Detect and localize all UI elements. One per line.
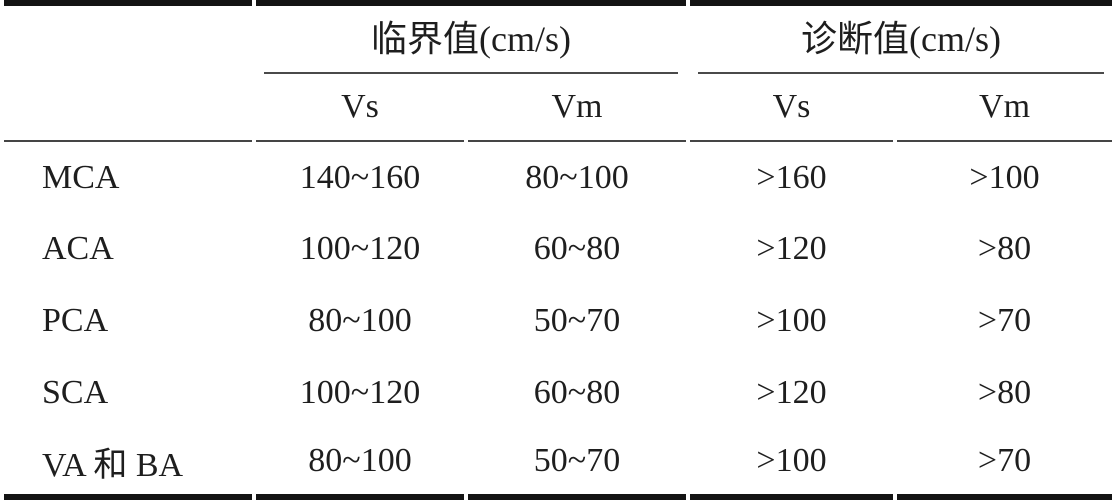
artery-name: PCA xyxy=(42,301,109,339)
artery-name: MCA xyxy=(42,158,120,196)
col-group-diagnostic-label: 诊断值(cm/s) xyxy=(698,6,1105,74)
header-sub-row: Vs Vm Vs Vm xyxy=(4,74,1113,142)
critical-vs-value: 140~160 xyxy=(299,158,421,196)
diagnostic-vm-value: >70 xyxy=(977,301,1032,339)
table-row: SCA 100~120 60~80 >120 >80 xyxy=(4,357,1112,429)
critical-vm-value: 60~80 xyxy=(533,230,621,268)
critical-vs-value: 80~100 xyxy=(308,301,412,339)
diagnostic-vs-value: >120 xyxy=(756,373,827,411)
diagnostic-vm-value: >80 xyxy=(977,230,1032,268)
critical-vm-value: 80~100 xyxy=(525,158,629,196)
artery-name: SCA xyxy=(42,373,109,411)
diagnostic-vm-value: >80 xyxy=(977,373,1032,411)
col-group-diagnostic: 诊断值(cm/s) xyxy=(690,0,1113,74)
artery-name: ACA xyxy=(42,230,114,268)
col-header-vm-critical: Vm xyxy=(468,74,687,142)
artery-name: VA 和 BA xyxy=(4,428,252,500)
table-row: ACA 100~120 60~80 >120 >80 xyxy=(4,214,1112,286)
table-row: MCA 140~160 80~100 >160 >100 xyxy=(4,142,1112,214)
critical-vm-value: 50~70 xyxy=(468,428,687,500)
diagnostic-vs-value: >160 xyxy=(756,158,827,196)
header-group-row: 临界值(cm/s) 诊断值(cm/s) xyxy=(4,0,1113,74)
corner-cell xyxy=(4,0,252,74)
critical-vs-value: 100~120 xyxy=(299,230,421,268)
critical-vs-value: 80~100 xyxy=(256,428,464,500)
diagnostic-vs-value: >120 xyxy=(756,230,827,268)
col-group-critical-label: 临界值(cm/s) xyxy=(264,6,679,74)
table-row: PCA 80~100 50~70 >100 >70 xyxy=(4,285,1112,357)
critical-vm-value: 50~70 xyxy=(533,301,621,339)
col-header-vs-critical: Vs xyxy=(256,74,464,142)
corner-cell-2 xyxy=(4,74,252,142)
diagnostic-vm-value: >70 xyxy=(897,428,1113,500)
critical-vs-value: 100~120 xyxy=(299,373,421,411)
col-header-vm-diagnostic: Vm xyxy=(897,74,1113,142)
diagnostic-vs-value: >100 xyxy=(690,428,894,500)
diagnostic-vs-value: >100 xyxy=(756,301,827,339)
table-row: VA 和 BA 80~100 50~70 >100 >70 xyxy=(4,428,1113,500)
col-header-vs-diagnostic: Vs xyxy=(690,74,894,142)
col-group-critical: 临界值(cm/s) xyxy=(256,0,687,74)
critical-vm-value: 60~80 xyxy=(533,373,621,411)
diagnostic-vm-value: >100 xyxy=(969,158,1040,196)
